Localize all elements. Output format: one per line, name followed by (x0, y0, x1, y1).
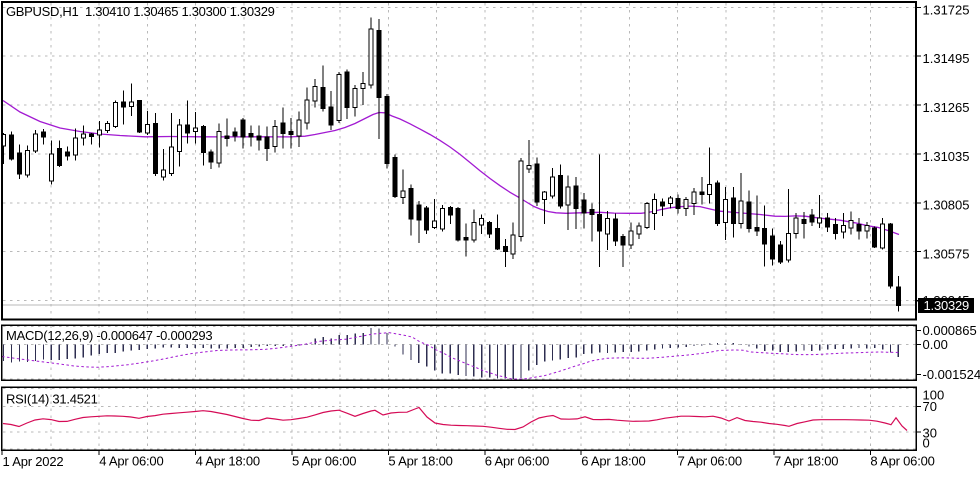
svg-text:1.31035: 1.31035 (923, 149, 970, 164)
svg-text:6 Apr 06:00: 6 Apr 06:00 (485, 454, 549, 469)
svg-text:1 Apr 2022: 1 Apr 2022 (3, 454, 64, 469)
svg-text:1.31265: 1.31265 (923, 100, 970, 115)
svg-text:7 Apr 18:00: 7 Apr 18:00 (774, 454, 838, 469)
svg-text:1.30575: 1.30575 (923, 247, 970, 262)
svg-text:0.00: 0.00 (923, 337, 948, 352)
svg-text:6 Apr 18:00: 6 Apr 18:00 (581, 454, 645, 469)
svg-text:70: 70 (923, 399, 937, 414)
svg-text:5 Apr 18:00: 5 Apr 18:00 (388, 454, 452, 469)
svg-text:1.30329: 1.30329 (924, 298, 970, 313)
svg-text:GBPUSD,H1 1.30410 1.30465 1.3: GBPUSD,H1 1.30410 1.30465 1.30300 1.3032… (6, 4, 275, 19)
svg-text:0.000865: 0.000865 (923, 323, 977, 338)
svg-text:1.31725: 1.31725 (923, 2, 970, 17)
svg-text:8 Apr 06:00: 8 Apr 06:00 (870, 454, 934, 469)
svg-text:4 Apr 06:00: 4 Apr 06:00 (99, 454, 163, 469)
svg-text:1.31495: 1.31495 (923, 51, 970, 66)
svg-text:5 Apr 06:00: 5 Apr 06:00 (292, 454, 356, 469)
svg-text:MACD(12,26,9) -0.000647 -0.000: MACD(12,26,9) -0.000647 -0.000293 (6, 328, 212, 343)
svg-text:RSI(14) 31.4521: RSI(14) 31.4521 (6, 391, 98, 406)
svg-text:7 Apr 06:00: 7 Apr 06:00 (678, 454, 742, 469)
svg-text:0: 0 (923, 435, 930, 450)
svg-text:-0.001524: -0.001524 (923, 367, 980, 382)
svg-text:4 Apr 18:00: 4 Apr 18:00 (196, 454, 260, 469)
svg-text:1.30805: 1.30805 (923, 198, 970, 213)
